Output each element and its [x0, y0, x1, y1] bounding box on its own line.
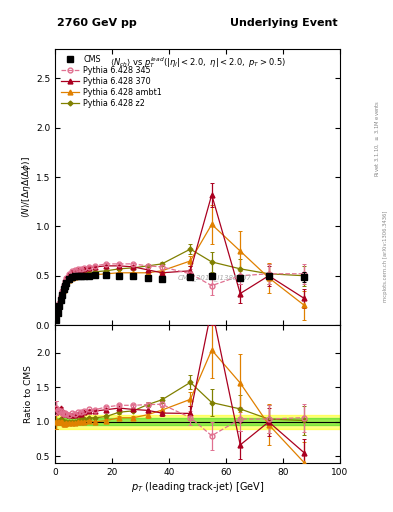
Text: 2760 GeV pp: 2760 GeV pp [57, 18, 137, 28]
Text: mcplots.cern.ch [arXiv:1306.3436]: mcplots.cern.ch [arXiv:1306.3436] [383, 210, 387, 302]
Y-axis label: $\langle N\rangle/[\Delta\eta\Delta(\Delta\phi)]$: $\langle N\rangle/[\Delta\eta\Delta(\Del… [20, 156, 33, 218]
Text: CMS_2015_I1385107: CMS_2015_I1385107 [178, 275, 252, 282]
Text: Rivet 3.1.10, $\geq$ 3.1M events: Rivet 3.1.10, $\geq$ 3.1M events [373, 100, 381, 177]
Y-axis label: Ratio to CMS: Ratio to CMS [24, 365, 33, 423]
X-axis label: $p_T$ (leading track-jet) [GeV]: $p_T$ (leading track-jet) [GeV] [131, 480, 264, 494]
Text: $\langle N_{ch}\rangle$ vs $p_T^{lead}(|\eta_l|<2.0,\ \eta|<2.0,\ p_T>0.5)$: $\langle N_{ch}\rangle$ vs $p_T^{lead}(|… [110, 56, 285, 71]
Bar [55, 418, 340, 425]
Text: Underlying Event: Underlying Event [230, 18, 338, 28]
Legend: CMS, Pythia 6.428 345, Pythia 6.428 370, Pythia 6.428 ambt1, Pythia 6.428 z2: CMS, Pythia 6.428 345, Pythia 6.428 370,… [59, 53, 164, 111]
Bar [55, 415, 340, 429]
